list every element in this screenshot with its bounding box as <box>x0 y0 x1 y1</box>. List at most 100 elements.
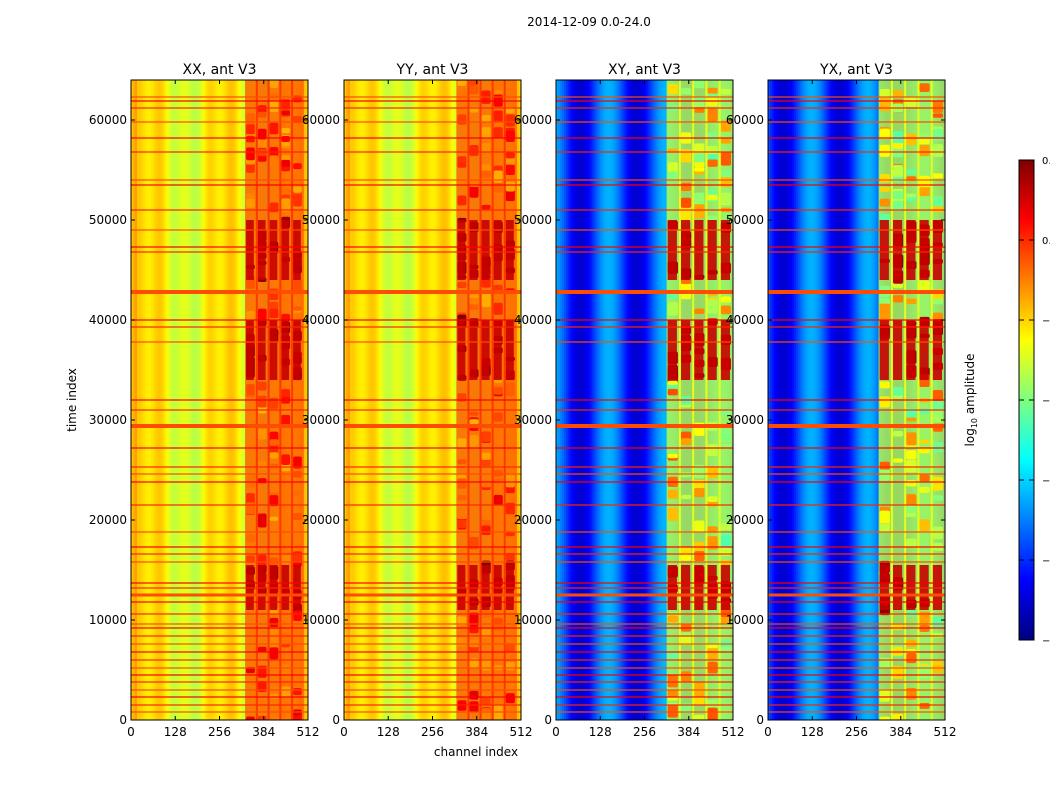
heatmap-flag-row <box>556 184 733 186</box>
heatmap-flag-row <box>768 326 945 328</box>
x-tick-label: 512 <box>722 725 745 739</box>
heatmap-flag-row <box>131 100 308 102</box>
heatmap-cell <box>906 298 917 305</box>
heatmap-flag-row <box>556 473 733 475</box>
x-tick-label: 128 <box>589 725 612 739</box>
heatmap-flag-row <box>131 179 308 181</box>
heatmap-cell <box>505 553 515 561</box>
heatmap-cell <box>892 320 903 380</box>
heatmap-cell <box>694 192 705 206</box>
heatmap-cell <box>694 698 705 705</box>
heatmap-flag-row <box>131 209 308 211</box>
heatmap-flag-row <box>556 251 733 253</box>
heatmap-cell <box>680 283 692 291</box>
heatmap-flag-row <box>131 674 308 676</box>
x-tick-label: 384 <box>465 725 488 739</box>
heatmap-cell <box>879 396 890 408</box>
heatmap-cell <box>481 452 491 460</box>
heatmap-cell <box>457 162 467 168</box>
heatmap-cell <box>293 306 302 311</box>
heatmap-flag-row <box>556 290 733 294</box>
heatmap-flag-row <box>131 635 308 637</box>
colorbar-tick-label: −1.0 <box>1042 396 1050 407</box>
heatmap-cell <box>919 519 930 532</box>
heatmap-cell <box>269 308 279 319</box>
heatmap-cell <box>457 520 467 529</box>
heatmap-cell <box>707 194 718 201</box>
heatmap-flag-row <box>768 229 945 231</box>
heatmap-cell <box>246 534 255 543</box>
heatmap-cell <box>493 170 503 183</box>
heatmap-cell <box>932 113 943 118</box>
heatmap-flag-row <box>768 319 945 321</box>
heatmap-cell <box>919 702 930 709</box>
heatmap-flag-row <box>768 209 945 211</box>
heatmap-cell <box>879 320 889 380</box>
heatmap-cell <box>667 220 677 280</box>
heatmap-cell <box>469 176 479 188</box>
heatmap-cell <box>694 161 705 168</box>
heatmap-cell <box>879 128 890 139</box>
heatmap-cell <box>257 554 267 568</box>
heatmap-cell <box>919 220 929 280</box>
heatmap-cell <box>293 552 302 562</box>
heatmap-cell <box>505 108 515 114</box>
heatmap-cell <box>269 122 279 135</box>
heatmap-flag-row <box>344 704 521 706</box>
heatmap-cell <box>481 629 491 638</box>
heatmap-cell <box>919 448 930 454</box>
heatmap-flag-row <box>131 651 308 653</box>
heatmap-flag-row <box>131 229 308 231</box>
heatmap-cell <box>720 220 730 280</box>
heatmap-cell <box>932 220 942 280</box>
y-tick-label: 20000 <box>726 513 764 527</box>
heatmap-flag-row <box>344 553 521 555</box>
heatmap-flag-row <box>344 582 521 584</box>
heatmap-cell <box>906 480 917 487</box>
x-tick-label: 512 <box>934 725 957 739</box>
heatmap-cell <box>879 144 890 157</box>
heatmap-flag-row <box>556 96 733 98</box>
colorbar-tick-label: −2.0 <box>1042 556 1050 567</box>
heatmap-flag-row <box>556 399 733 401</box>
heatmap-cell <box>493 705 503 717</box>
heatmap-cell <box>694 714 705 720</box>
heatmap-cell <box>667 320 677 380</box>
heatmap-flag-row <box>131 531 308 533</box>
heatmap-cell <box>879 657 890 669</box>
heatmap-cell <box>457 281 467 289</box>
heatmap-flag-row <box>556 623 733 625</box>
heatmap-cell <box>919 280 930 292</box>
heatmap-cell <box>667 453 678 459</box>
heatmap-flag-row <box>556 659 733 661</box>
heatmap-flag-row <box>131 137 308 139</box>
heatmap-cell <box>293 186 302 193</box>
y-tick-label: 40000 <box>89 313 127 327</box>
heatmap-cell <box>505 130 515 142</box>
heatmap-cell <box>257 461 267 470</box>
panel-title: XX, ant V3 <box>183 62 257 78</box>
heatmap-cell <box>694 308 705 315</box>
heatmap-cell <box>932 415 943 423</box>
heatmap-cell <box>932 632 943 638</box>
heatmap-cell <box>892 713 904 720</box>
heatmap-cell <box>481 293 491 308</box>
heatmap-cell <box>257 715 267 720</box>
heatmap-cell <box>667 84 678 95</box>
heatmap-cell <box>707 536 718 550</box>
heatmap-flag-row <box>344 151 521 153</box>
heatmap-flag-row <box>768 711 945 713</box>
heatmap-cell <box>269 693 279 699</box>
heatmap-flag-row <box>344 696 521 698</box>
heatmap-cell <box>269 452 279 459</box>
heatmap-cell <box>281 686 291 697</box>
heatmap-flag-row <box>768 553 945 555</box>
heatmap-cell <box>281 554 291 565</box>
heatmap-cell <box>505 502 515 515</box>
heatmap-flag-row <box>131 341 308 343</box>
heatmap-cell <box>469 701 479 713</box>
heatmap-flag-row <box>344 424 521 428</box>
heatmap-cell <box>457 89 467 101</box>
y-tick-label: 50000 <box>726 213 764 227</box>
heatmap-cell <box>932 442 943 453</box>
